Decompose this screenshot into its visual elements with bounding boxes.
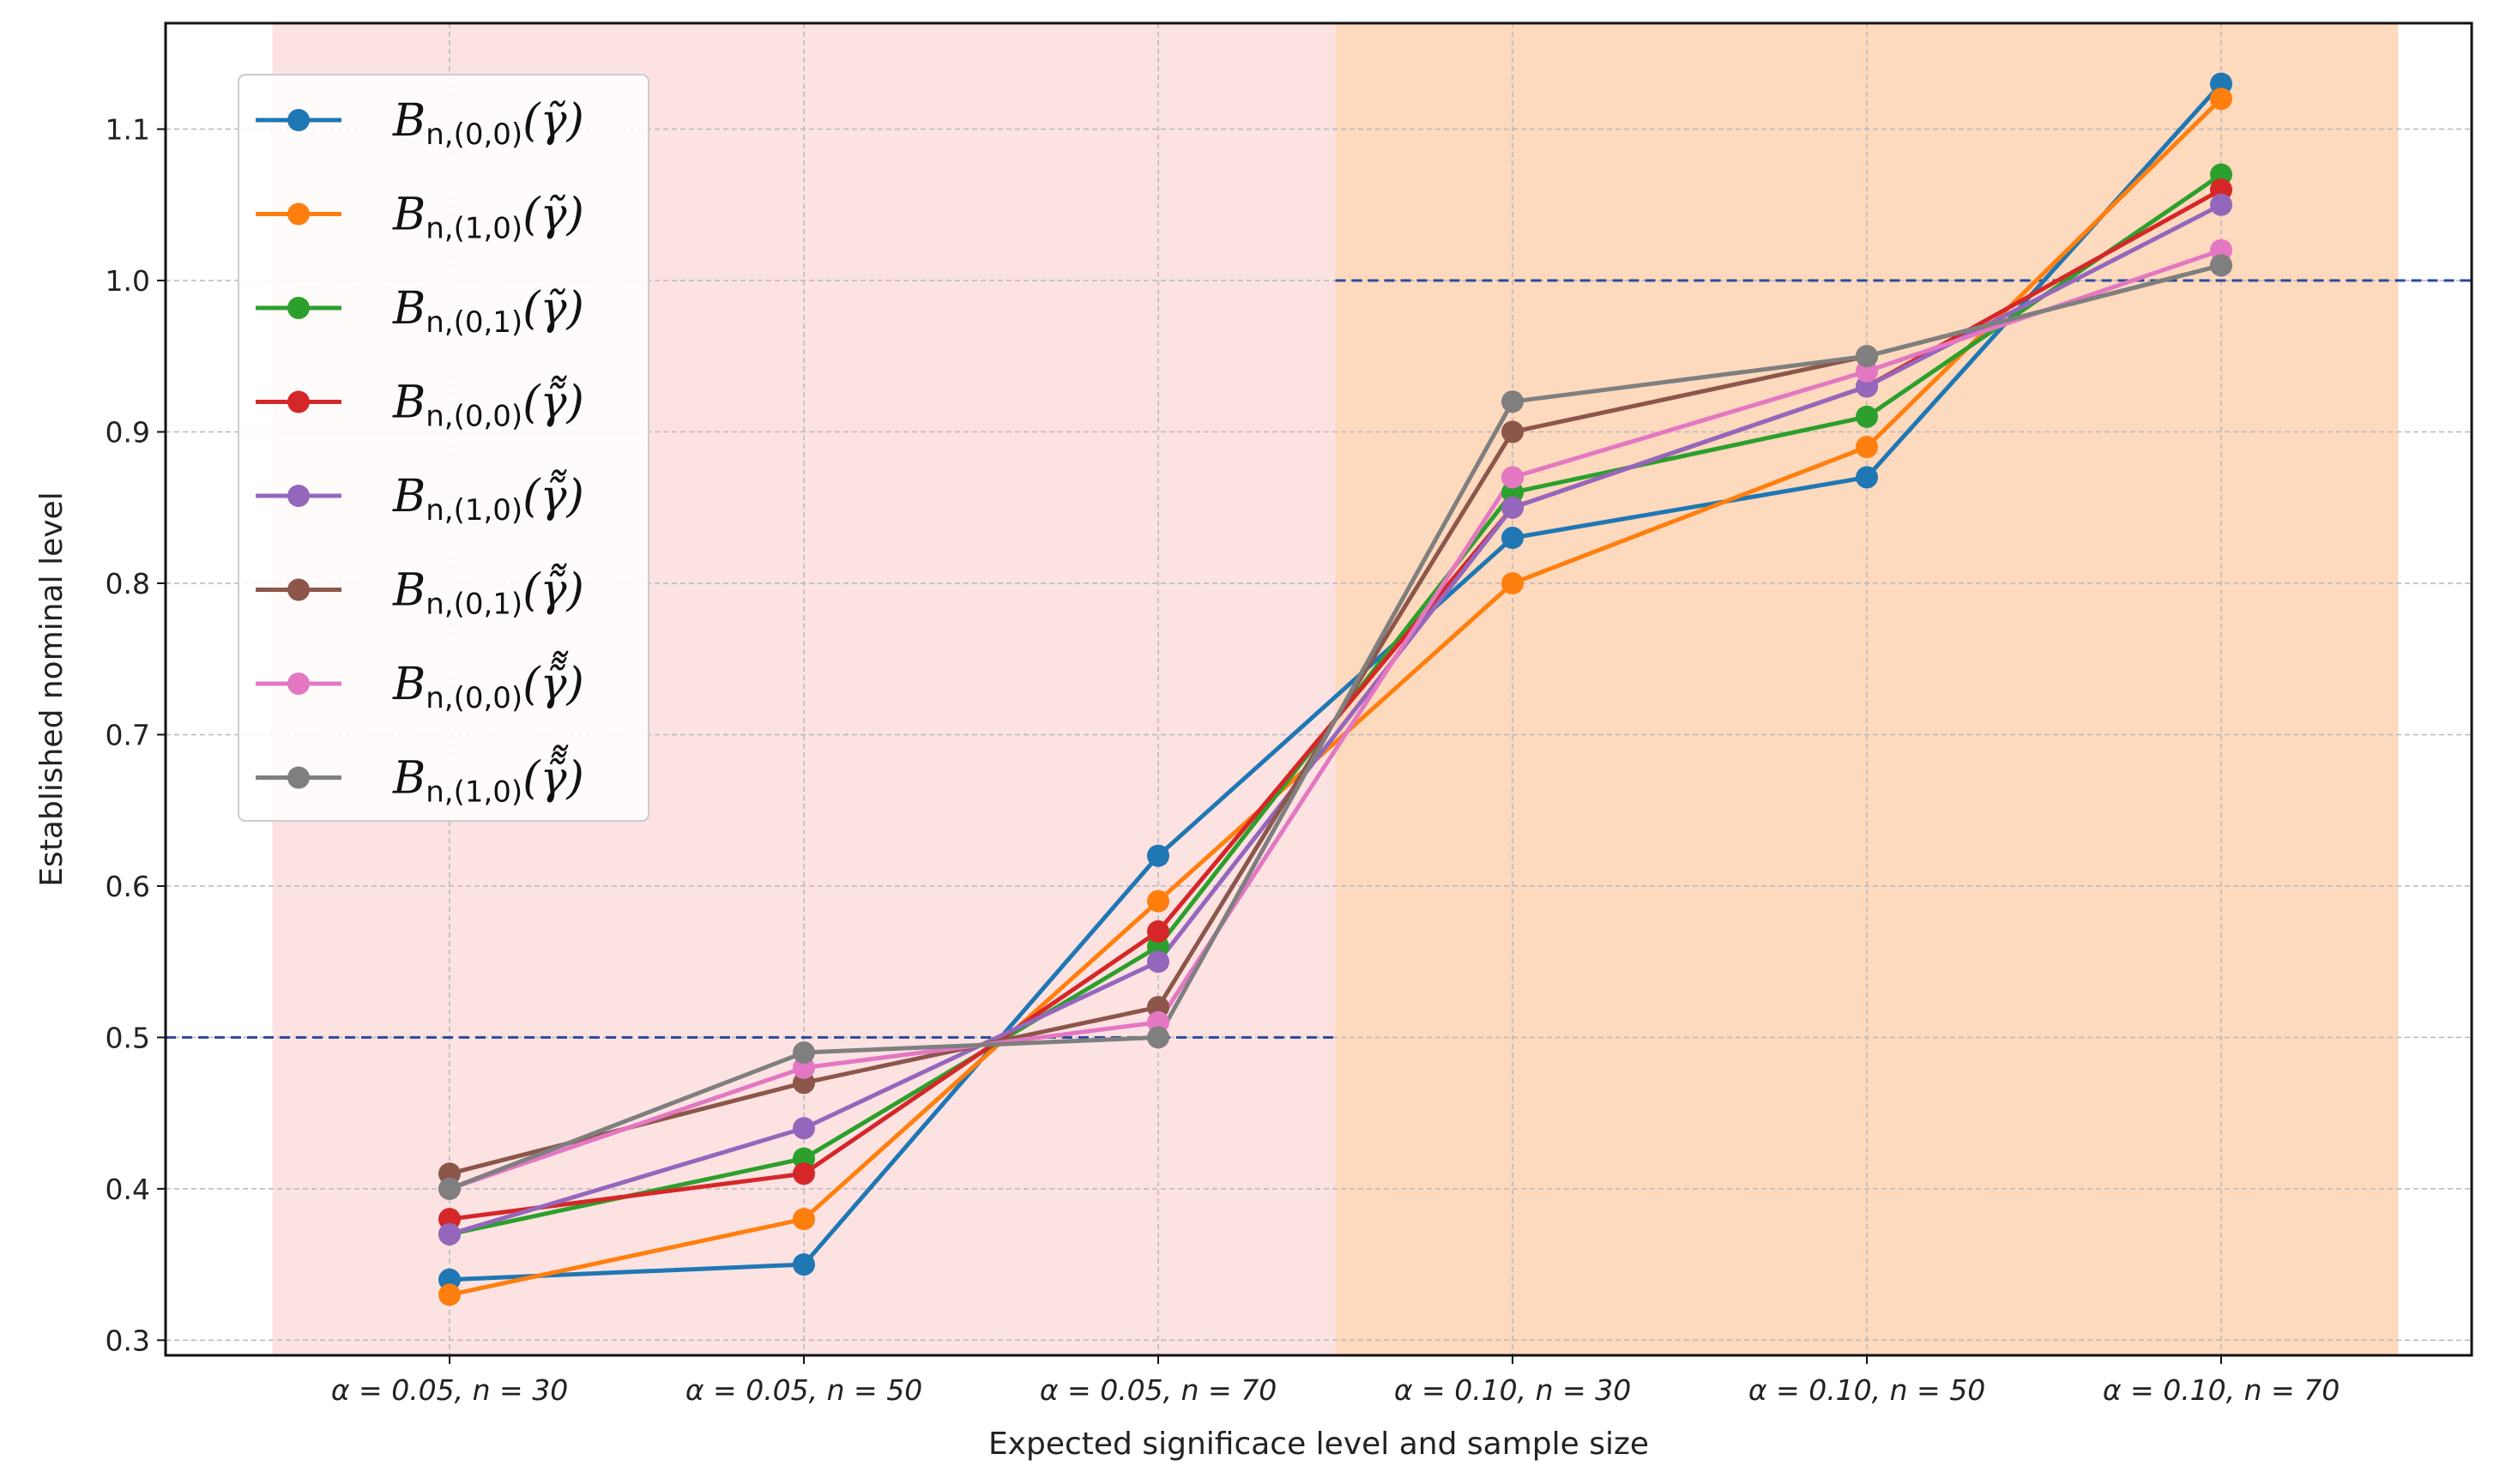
legend-label: Bn,(0,1)(γ̃̃) <box>392 563 584 622</box>
data-point-0-1 <box>793 1253 815 1276</box>
x-tick-label: α = 0.10, n = 30 <box>1394 1373 1631 1407</box>
reference-lines <box>166 279 2472 1039</box>
data-point-1-2 <box>1147 890 1169 913</box>
data-point-4-2 <box>1147 950 1169 974</box>
data-point-0-3 <box>1501 527 1524 550</box>
x-axis-title: Expected significace level and sample si… <box>988 1427 1649 1462</box>
data-point-2-4 <box>1856 405 1878 428</box>
x-tick-label: α = 0.05, n = 50 <box>685 1373 922 1407</box>
x-tick-label: α = 0.05, n = 70 <box>1040 1373 1277 1407</box>
legend-swatch-marker <box>287 673 310 695</box>
data-point-7-5 <box>2210 254 2232 277</box>
x-tick-label: α = 0.10, n = 50 <box>1748 1373 1985 1407</box>
data-point-3-2 <box>1147 920 1169 943</box>
y-tick-label: 0.6 <box>106 870 150 903</box>
x-axis-ticks: α = 0.05, n = 30 α = 0.05, n = 50 α = 0.05… <box>331 1355 2340 1407</box>
data-point-1-4 <box>1856 436 1878 459</box>
series-line-4 <box>449 202 2223 1237</box>
legend: Bn,(0,0)(γ̃) Bn,(1,0)(γ̃) Bn,(0,1)(γ̃) Bn,(… <box>238 74 649 822</box>
legend-swatch-marker <box>287 578 310 601</box>
data-point-7-2 <box>1147 1026 1169 1049</box>
plot-frame <box>164 21 2473 1357</box>
data-point-4-0 <box>438 1222 461 1246</box>
legend-label: Bn,(0,1)(γ̃) <box>392 283 584 340</box>
series-points <box>438 72 2232 1306</box>
data-point-1-0 <box>438 1283 461 1306</box>
y-axis-title: Established nominal level <box>34 492 69 886</box>
y-tick-label: 0.4 <box>106 1173 150 1206</box>
data-point-1-3 <box>1501 571 1524 594</box>
data-point-1-1 <box>793 1208 815 1231</box>
data-point-3-1 <box>793 1162 815 1185</box>
y-axis-ticks: 0.3 0.4 0.5 0.6 0.7 0.8 0.9 1.0 1.1 <box>106 113 166 1357</box>
x-tick-label: α = 0.05, n = 30 <box>331 1373 568 1407</box>
y-tick-label: 1.0 <box>106 264 150 298</box>
y-tick-label: 0.7 <box>106 718 150 751</box>
legend-swatch-marker <box>287 766 310 789</box>
legend-swatch-marker <box>287 109 310 131</box>
series-lines <box>449 81 2223 1297</box>
y-tick-label: 0.9 <box>106 415 150 449</box>
legend-label: Bn,(1,0)(γ̃̃̃) <box>392 744 584 810</box>
data-point-7-4 <box>1856 345 1878 368</box>
data-point-1-5 <box>2210 87 2232 111</box>
data-point-0-2 <box>1147 844 1169 867</box>
legend-swatch-marker <box>287 297 310 319</box>
legend-swatch-marker <box>287 202 310 226</box>
y-tick-label: 1.1 <box>106 113 150 147</box>
data-point-7-1 <box>793 1041 815 1065</box>
legend-label: Bn,(1,0)(γ̃̃) <box>392 468 584 528</box>
data-point-7-0 <box>438 1177 461 1200</box>
y-tick-label: 0.5 <box>106 1021 150 1054</box>
data-point-0-4 <box>1856 466 1878 489</box>
series-line-1 <box>449 97 2223 1297</box>
y-tick-label: 0.3 <box>106 1324 150 1357</box>
data-point-5-3 <box>1501 420 1524 443</box>
data-point-4-3 <box>1501 496 1524 519</box>
data-point-4-1 <box>793 1117 815 1140</box>
data-point-6-3 <box>1501 466 1524 489</box>
legend-swatch-marker <box>287 485 310 507</box>
legend-label: Bn,(1,0)(γ̃) <box>392 190 584 246</box>
data-point-4-5 <box>2210 193 2232 216</box>
legend-label: Bn,(0,0)(γ̃) <box>392 95 584 152</box>
data-point-7-3 <box>1501 390 1524 413</box>
series-line-6 <box>449 248 2222 1191</box>
legend-label: Bn,(0,0)(γ̃̃̃) <box>392 649 584 715</box>
legend-label: Bn,(0,0)(γ̃̃) <box>392 375 584 434</box>
legend-box <box>238 74 649 822</box>
x-tick-label: α = 0.10, n = 70 <box>2103 1373 2340 1407</box>
series-line-7 <box>449 262 2222 1191</box>
series-line-0 <box>449 81 2223 1282</box>
legend-swatch-marker <box>287 390 310 413</box>
y-tick-label: 0.8 <box>106 567 150 600</box>
